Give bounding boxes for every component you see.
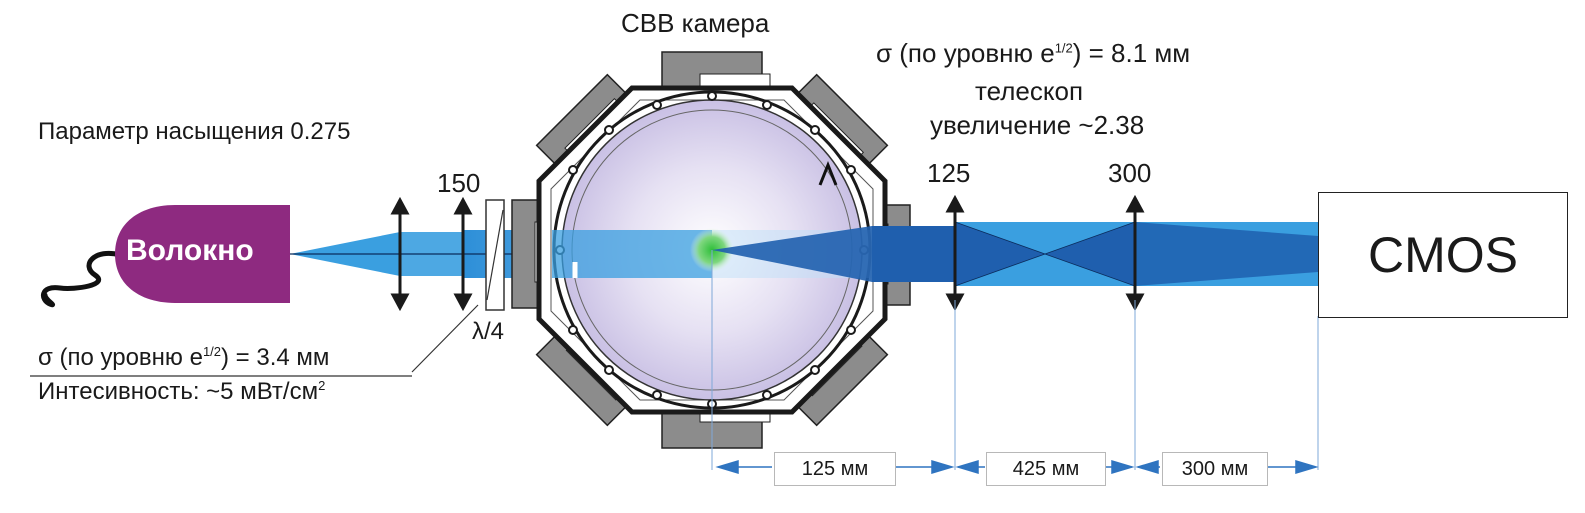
cmos-camera: CMOS (1318, 192, 1568, 318)
dimension-arrows (715, 459, 1319, 475)
sigma-left-leader (411, 304, 479, 373)
dimension-125mm: 125 мм (774, 452, 896, 486)
quarter-wave-label: λ/4 (472, 318, 505, 345)
imaging-beam (872, 221, 1318, 287)
vacuum-chamber (511, 51, 911, 470)
quarter-wave-plate (485, 199, 505, 311)
intensity-label: Интесивность: ~5 мВт/см2 (38, 378, 326, 405)
lens-125 (945, 194, 965, 312)
lens-1 (390, 196, 410, 312)
lens-300 (1125, 194, 1145, 312)
fiber-label: Волокно (126, 234, 254, 267)
chamber-title: СВВ камера (621, 8, 770, 38)
lens-150 (453, 196, 473, 312)
lens-300-label: 300 (1108, 158, 1152, 188)
cmos-label: CMOS (1368, 227, 1518, 283)
lens-150-label: 150 (437, 168, 481, 198)
sigma-left-label: σ (по уровню e1/2) = 3.4 мм (38, 344, 330, 371)
telescope-label: телескоп (975, 76, 1084, 106)
dimension-425mm: 425 мм (986, 452, 1106, 486)
fiber-cable (41, 251, 123, 308)
dimension-300mm: 300 мм (1162, 452, 1268, 486)
flange-bolts (555, 91, 869, 409)
saturation-label: Параметр насыщения 0.275 (38, 118, 351, 145)
fiber-body (115, 205, 290, 303)
sigma-right-label: σ (по уровню e1/2) = 8.1 мм (876, 38, 1191, 68)
lens-125-label: 125 (927, 158, 971, 188)
magnification-label: увеличение ~2.38 (930, 110, 1145, 140)
